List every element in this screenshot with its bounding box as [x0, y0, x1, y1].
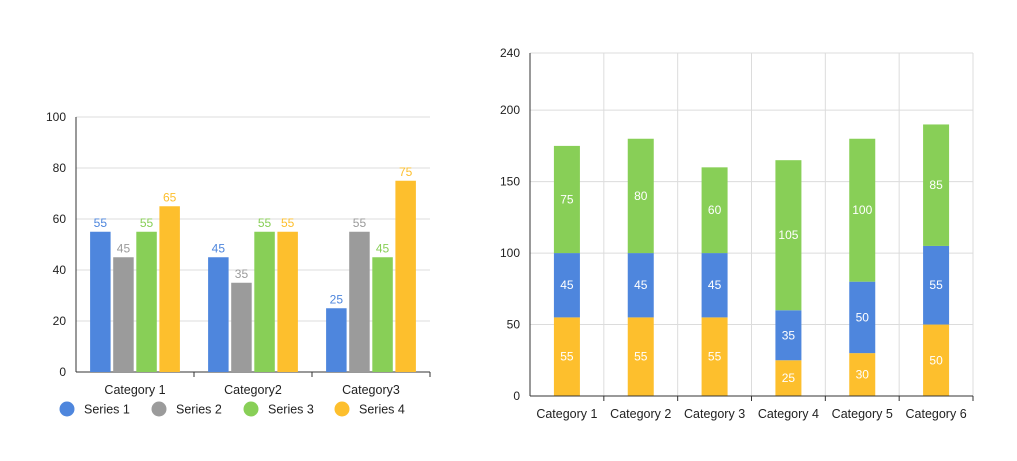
stacked-segment	[923, 124, 950, 246]
y-tick-label: 200	[500, 103, 520, 117]
stacked-segment	[775, 310, 802, 361]
legend-marker	[151, 401, 167, 417]
bar	[277, 231, 298, 372]
x-tick-label: Category 2	[610, 407, 671, 421]
bar-value-label: 55	[94, 216, 108, 230]
legend-entry: Series 2	[176, 403, 222, 417]
bar	[136, 231, 157, 372]
bar	[208, 257, 229, 372]
y-tick-label: 0	[59, 365, 66, 379]
stacked-segment	[701, 167, 728, 254]
bar-value-label: 65	[163, 190, 177, 204]
y-tick-label: 60	[53, 212, 67, 226]
stacked-segment	[849, 281, 876, 354]
segment-value-label: 45	[634, 278, 648, 292]
segment-value-label: 55	[708, 350, 722, 364]
bar-value-label: 25	[330, 292, 344, 306]
legend-marker	[334, 401, 350, 417]
segment-value-label: 85	[929, 178, 943, 192]
segment-value-label: 35	[782, 328, 796, 342]
bar	[395, 180, 416, 372]
segment-value-label: 100	[852, 203, 872, 217]
segment-value-label: 45	[560, 278, 574, 292]
segment-value-label: 30	[856, 368, 870, 382]
x-tick-label: Category 1	[104, 383, 165, 397]
segment-value-label: 80	[634, 189, 648, 203]
bar	[159, 206, 180, 372]
legend-marker	[59, 401, 75, 417]
y-tick-label: 80	[53, 161, 67, 175]
y-tick-label: 50	[507, 318, 521, 332]
bar-value-label: 55	[258, 216, 272, 230]
x-tick-label: Category 5	[832, 407, 893, 421]
x-tick-label: Category 6	[906, 407, 967, 421]
segment-value-label: 105	[778, 228, 798, 242]
stacked-segment	[627, 253, 654, 318]
stacked-bar-chart: 0 50 100 150 200 240 55 45 75 Category 1 55 45 80 Cat…	[500, 46, 974, 421]
y-tick-label: 100	[46, 110, 66, 124]
legend-entry: Series 4	[359, 403, 405, 417]
stacked-segment	[553, 317, 580, 396]
stacked-segment	[701, 253, 728, 318]
y-tick-label: 20	[53, 314, 67, 328]
bar-value-label: 45	[117, 241, 131, 255]
bar-value-label: 45	[376, 241, 390, 255]
x-tick-label: Category 4	[758, 407, 819, 421]
segment-value-label: 75	[560, 192, 574, 206]
bar	[349, 231, 370, 372]
bar-value-label: 55	[281, 216, 295, 230]
y-tick-label: 150	[500, 175, 520, 189]
segment-value-label: 55	[929, 278, 943, 292]
y-tick-label: 100	[500, 246, 520, 260]
bar-value-label: 75	[399, 165, 413, 179]
stacked-segment	[849, 138, 876, 282]
stacked-segment	[553, 253, 580, 318]
stacked-segment	[923, 245, 950, 325]
segment-value-label: 50	[856, 310, 870, 324]
x-tick-label: Category3	[342, 383, 400, 397]
legend-marker	[243, 401, 259, 417]
stacked-segment	[775, 160, 802, 311]
bar-value-label: 45	[212, 241, 226, 255]
legend-entry: Series 1	[84, 403, 130, 417]
bar	[254, 231, 275, 372]
bar-value-label: 55	[353, 216, 367, 230]
bar	[113, 257, 134, 372]
segment-value-label: 55	[634, 350, 648, 364]
segment-value-label: 45	[708, 278, 722, 292]
x-tick-label: Category2	[224, 383, 282, 397]
segment-value-label: 55	[560, 350, 574, 364]
bar	[231, 282, 252, 372]
segment-value-label: 25	[782, 371, 796, 385]
bar-value-label: 35	[235, 267, 249, 281]
stacked-segment	[627, 317, 654, 396]
y-tick-label: 240	[500, 46, 520, 60]
x-tick-label: Category 1	[536, 407, 597, 421]
bar	[372, 257, 393, 372]
bar-value-label: 55	[140, 216, 154, 230]
y-tick-label: 40	[53, 263, 67, 277]
x-tick-label: Category 3	[684, 407, 745, 421]
stacked-segment	[553, 145, 580, 254]
stacked-segment	[627, 138, 654, 254]
y-tick-label: 0	[513, 389, 520, 403]
segment-value-label: 60	[708, 203, 722, 217]
segment-value-label: 50	[929, 353, 943, 367]
stacked-segment	[775, 360, 802, 396]
legend-entry: Series 3	[268, 403, 314, 417]
stacked-segment	[849, 353, 876, 396]
bar	[90, 231, 111, 372]
bar	[326, 308, 347, 372]
stacked-segment	[701, 317, 728, 396]
grouped-bar-chart: 0 20 40 60 80 100 55 45 55 65 Category 1 45 35 55 55 Ca…	[46, 110, 431, 417]
stacked-segment	[923, 324, 950, 396]
